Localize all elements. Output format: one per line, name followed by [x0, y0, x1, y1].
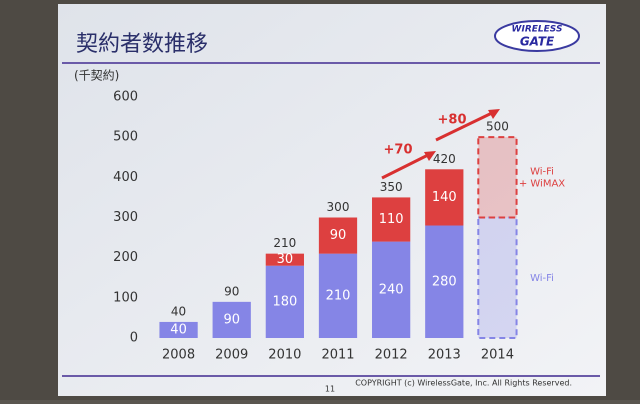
arrow: [435, 110, 495, 142]
value-label: 280: [432, 274, 457, 289]
value-label: 240: [379, 282, 404, 297]
bar-segment: [372, 197, 411, 242]
bar-segment: [372, 241, 411, 338]
bar-segment: [265, 253, 304, 266]
bar-segment: [265, 265, 304, 338]
chart-title: 契約者数推移: [76, 32, 208, 57]
annotation: +80: [438, 113, 467, 128]
x-tick-label: 2012: [375, 348, 408, 363]
value-label: 140: [432, 190, 457, 205]
y-tick-label: 400: [113, 170, 138, 185]
x-tick-label: 2013: [428, 348, 461, 363]
bar-segment: [477, 136, 518, 219]
logo-text: WIRELESS: [512, 25, 563, 35]
bar-segment: [318, 253, 358, 338]
annotation: +70: [384, 143, 413, 158]
logo-text: GATE: [520, 35, 555, 49]
legend-label: Wi-Fi: [530, 273, 554, 284]
copyright: COPYRIGHT (c) WirelessGate, Inc. All Rig…: [355, 379, 572, 388]
total-label: 420: [433, 152, 456, 166]
x-tick-label: 2008: [162, 348, 195, 363]
page-number: 11: [325, 385, 335, 394]
total-label: 40: [171, 304, 186, 318]
bar-segment: [477, 216, 518, 339]
bar-segment: [212, 301, 251, 338]
bar-segment: [425, 225, 464, 338]
y-tick-label: 500: [113, 130, 138, 145]
total-label: 500: [486, 120, 509, 134]
y-tick-label: 300: [113, 210, 138, 225]
total-label: 210: [273, 236, 296, 250]
logo-badge: [494, 20, 580, 52]
x-tick-label: 2010: [268, 348, 301, 363]
value-label: 40: [170, 322, 187, 337]
x-tick-label: 2014: [481, 348, 514, 363]
total-label: 300: [327, 200, 350, 214]
y-tick-label: 200: [113, 250, 138, 265]
arrow: [381, 152, 431, 180]
total-label: 90: [224, 284, 239, 298]
y-tick-label: 600: [113, 90, 138, 105]
arrow-head: [424, 151, 436, 161]
x-tick-label: 2009: [215, 348, 248, 363]
total-label: 350: [380, 180, 403, 194]
value-label: 110: [379, 212, 404, 227]
bar-segment: [159, 321, 198, 338]
y-tick-label: 0: [130, 331, 138, 346]
value-label: 180: [272, 294, 297, 309]
bar-segment: [425, 169, 464, 226]
value-label: 90: [330, 228, 347, 243]
x-tick-label: 2011: [321, 348, 354, 363]
bar-segment: [318, 217, 358, 254]
y-axis-label: (千契約): [74, 68, 119, 83]
value-label: 90: [223, 312, 240, 327]
legend-label: Wi-Fi + WiMAX: [519, 166, 565, 189]
arrow-head: [488, 109, 500, 119]
value-label: 30: [277, 252, 294, 267]
y-tick-label: 100: [113, 290, 138, 305]
value-label: 210: [326, 288, 351, 303]
